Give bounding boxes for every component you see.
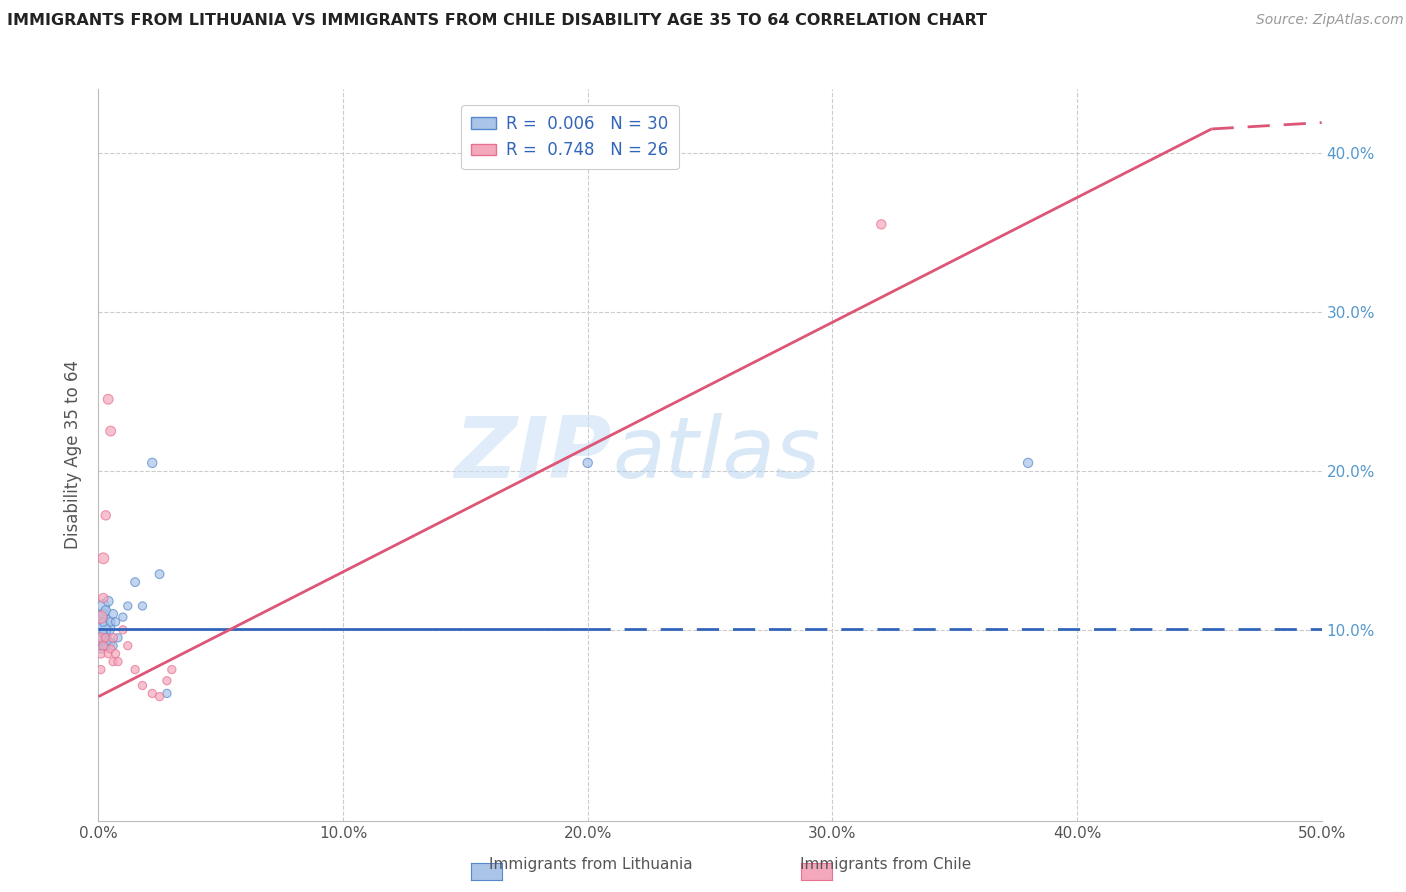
Point — [100, 635, 122, 649]
Text: ZIP: ZIP — [454, 413, 612, 497]
Point — [91, 639, 114, 653]
Text: Immigrants from Chile: Immigrants from Chile — [800, 857, 972, 872]
Point — [117, 639, 139, 653]
Point — [156, 686, 179, 700]
Point — [94, 604, 117, 618]
Point — [101, 631, 124, 645]
Point — [156, 673, 179, 688]
Text: IMMIGRANTS FROM LITHUANIA VS IMMIGRANTS FROM CHILE DISABILITY AGE 35 TO 64 CORRE: IMMIGRANTS FROM LITHUANIA VS IMMIGRANTS … — [7, 13, 987, 29]
Point — [91, 607, 114, 621]
Point — [870, 218, 893, 232]
Point — [97, 647, 120, 661]
Point — [90, 610, 112, 624]
Y-axis label: Disability Age 35 to 64: Disability Age 35 to 64 — [65, 360, 83, 549]
Point — [91, 615, 114, 629]
Point — [107, 631, 129, 645]
Point — [91, 626, 114, 640]
Point — [131, 678, 153, 692]
Point — [90, 627, 112, 641]
Point — [90, 639, 112, 653]
Point — [90, 620, 112, 634]
Point — [94, 631, 117, 645]
Point — [141, 456, 163, 470]
Point — [91, 591, 114, 605]
Legend: R =  0.006   N = 30, R =  0.748   N = 26: R = 0.006 N = 30, R = 0.748 N = 26 — [461, 105, 679, 169]
Point — [111, 610, 134, 624]
Point — [141, 686, 163, 700]
Point — [91, 599, 114, 613]
Point — [90, 663, 112, 677]
Point — [100, 641, 122, 656]
Point — [101, 655, 124, 669]
Point — [149, 690, 172, 704]
Point — [117, 599, 139, 613]
Point — [576, 456, 599, 470]
Point — [111, 623, 134, 637]
Point — [160, 663, 183, 677]
Point — [104, 615, 127, 629]
Point — [94, 631, 117, 645]
Point — [124, 663, 146, 677]
Point — [1017, 456, 1039, 470]
Point — [97, 594, 120, 608]
Point — [100, 615, 122, 629]
Point — [97, 392, 120, 407]
Point — [107, 655, 129, 669]
Point — [91, 551, 114, 566]
Point — [101, 639, 124, 653]
Point — [90, 623, 112, 637]
Point — [97, 634, 120, 648]
Point — [149, 567, 172, 582]
Point — [101, 607, 124, 621]
Point — [90, 631, 112, 645]
Point — [90, 641, 112, 656]
Point — [90, 632, 112, 647]
Point — [90, 647, 112, 661]
Point — [124, 575, 146, 590]
Text: Source: ZipAtlas.com: Source: ZipAtlas.com — [1256, 13, 1403, 28]
Text: Immigrants from Lithuania: Immigrants from Lithuania — [489, 857, 692, 872]
Point — [131, 599, 153, 613]
Point — [94, 639, 117, 653]
Point — [100, 424, 122, 438]
Text: atlas: atlas — [612, 413, 820, 497]
Point — [94, 508, 117, 523]
Point — [104, 647, 127, 661]
